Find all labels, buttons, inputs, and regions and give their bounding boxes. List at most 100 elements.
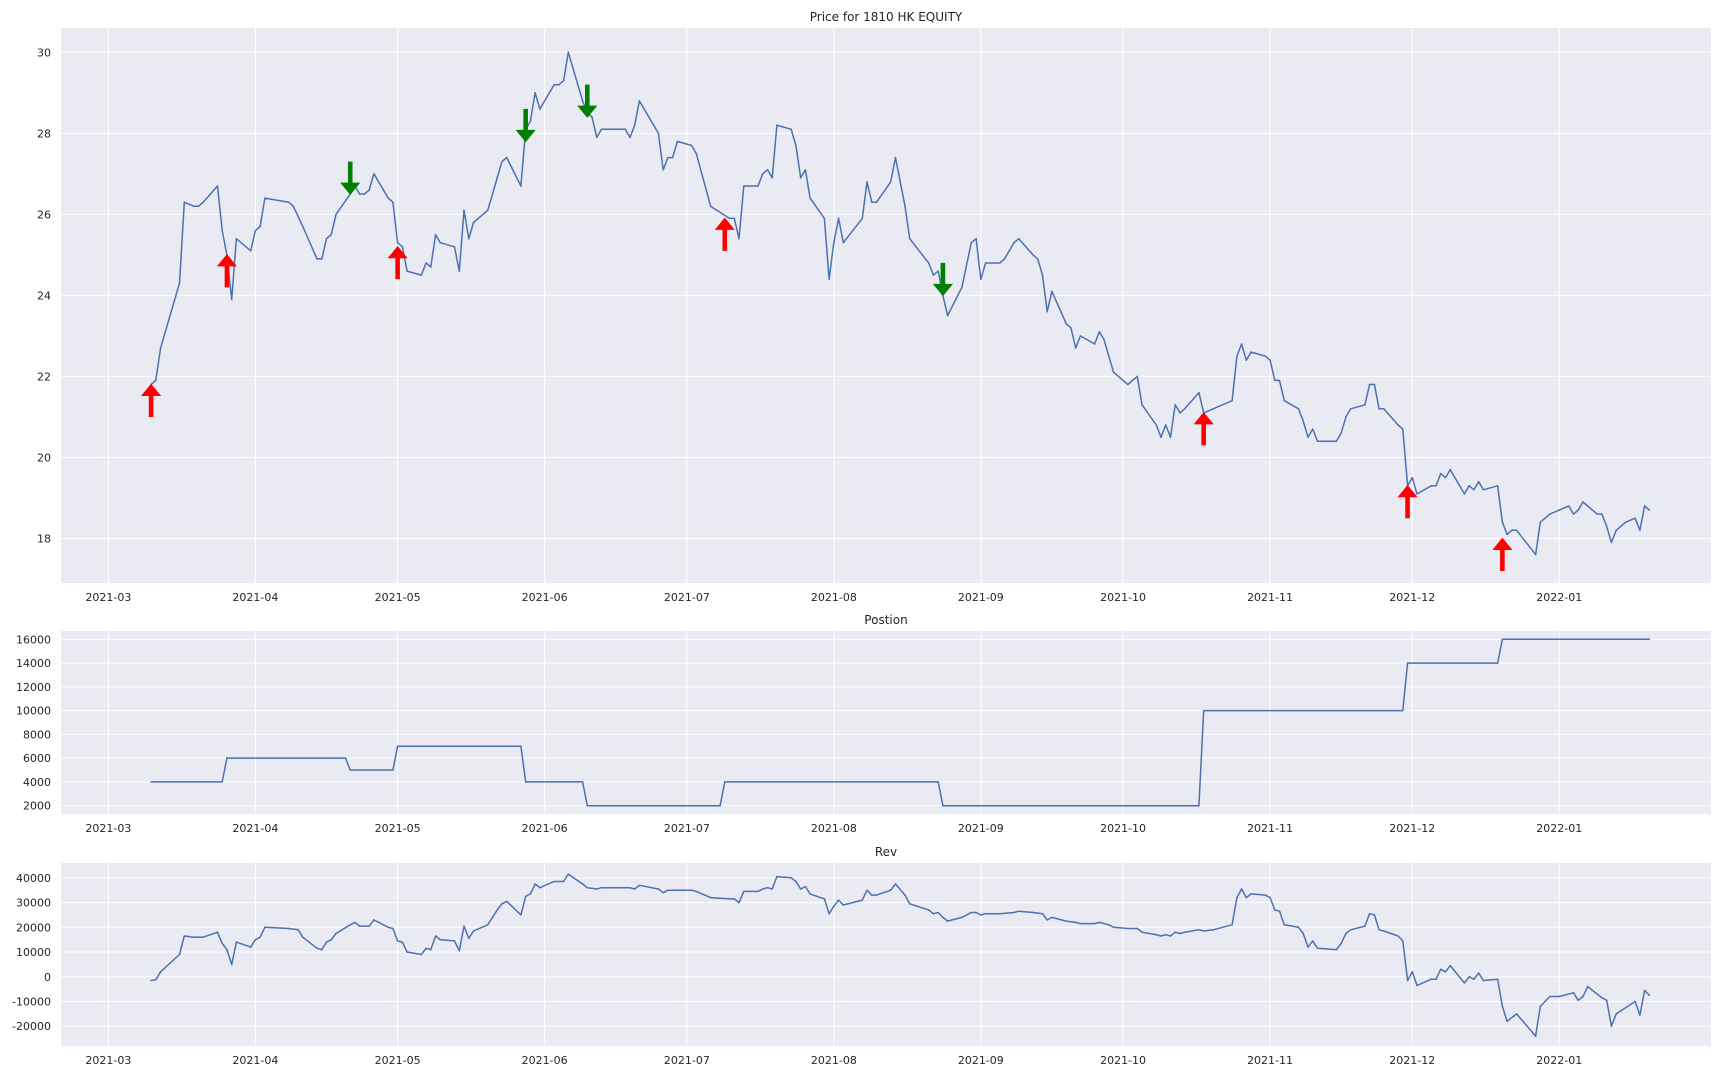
position-data-point bbox=[524, 781, 527, 783]
price-data-point bbox=[894, 156, 897, 159]
rev-data-point bbox=[586, 886, 589, 889]
price-data-point bbox=[980, 278, 982, 281]
position-data-point bbox=[226, 757, 228, 759]
price-data-point bbox=[1269, 359, 1271, 362]
price-chart-ticks: 2021-03 2021-04 2021-05 2021-06 2021-07 2021-… bbox=[37, 46, 1582, 604]
price-y-tick-label: 30 bbox=[37, 46, 51, 59]
rev-x-tick-label: 2021-06 bbox=[522, 1054, 568, 1067]
price-data-point bbox=[828, 278, 830, 281]
position-data-point bbox=[392, 769, 394, 771]
rev-data-point bbox=[1065, 920, 1067, 922]
rev-data-point bbox=[453, 940, 456, 942]
rev-data-point bbox=[259, 936, 261, 938]
rev-data-point bbox=[1297, 926, 1300, 929]
rev-x-tick-label: 2021-05 bbox=[375, 1054, 421, 1067]
rev-data-point bbox=[828, 912, 830, 915]
rev-data-point bbox=[1601, 997, 1603, 999]
rev-data-point bbox=[581, 883, 584, 885]
price-data-point bbox=[439, 241, 442, 244]
sell-arrow-down-icon bbox=[515, 108, 536, 143]
rev-data-point bbox=[1496, 978, 1499, 980]
price-data-point bbox=[581, 100, 584, 102]
rev-data-point bbox=[183, 935, 186, 937]
price-data-point bbox=[1070, 327, 1072, 329]
price-data-point bbox=[1349, 408, 1352, 410]
price-data-point bbox=[1468, 485, 1470, 487]
price-data-point bbox=[1577, 509, 1579, 511]
position-x-tick-label: 2021-04 bbox=[232, 822, 278, 835]
rev-data-point bbox=[1141, 931, 1143, 933]
price-data-point bbox=[368, 189, 371, 191]
price-data-point bbox=[287, 201, 290, 203]
position-data-point bbox=[586, 804, 589, 807]
price-x-tick-label: 2021-07 bbox=[664, 591, 710, 604]
price-data-point bbox=[999, 262, 1001, 264]
position-data-point bbox=[937, 781, 939, 783]
position-y-tick-label: 12000 bbox=[16, 681, 51, 694]
rev-data-point bbox=[302, 936, 304, 938]
rev-data-point bbox=[1572, 992, 1575, 994]
price-data-point bbox=[558, 83, 560, 86]
price-data-point bbox=[1074, 347, 1077, 349]
price-x-tick-label: 2021-06 bbox=[522, 591, 568, 604]
sell-arrow-down-icon bbox=[932, 262, 953, 297]
rev-data-point bbox=[1648, 994, 1651, 997]
rev-data-point bbox=[534, 883, 536, 885]
rev-data-point bbox=[387, 926, 390, 929]
position-x-tick-label: 2021-07 bbox=[664, 822, 710, 835]
rev-data-point bbox=[1041, 912, 1044, 915]
position-data-point bbox=[396, 745, 399, 748]
rev-data-point bbox=[335, 932, 337, 935]
price-data-point bbox=[363, 193, 366, 195]
price-data-point bbox=[1435, 485, 1437, 487]
rev-data-point bbox=[629, 886, 631, 889]
rev-data-point bbox=[425, 947, 427, 950]
rev-data-point bbox=[230, 963, 233, 966]
price-data-point bbox=[1534, 553, 1537, 556]
price-data-point bbox=[1236, 355, 1238, 357]
buy-arrow-up-icon bbox=[141, 383, 162, 417]
position-y-tick-label: 14000 bbox=[16, 657, 51, 670]
price-data-point bbox=[1444, 476, 1447, 479]
price-data-point bbox=[733, 217, 736, 220]
price-data-point bbox=[728, 217, 731, 220]
position-x-tick-label: 2021-12 bbox=[1389, 822, 1435, 835]
buy-arrow-up-icon bbox=[714, 217, 735, 251]
position-data-point bbox=[1202, 709, 1205, 712]
price-data-point bbox=[804, 169, 807, 171]
price-data-point bbox=[1648, 509, 1651, 511]
price-data-point bbox=[1155, 424, 1158, 426]
rev-data-point bbox=[491, 916, 494, 919]
rev-data-point bbox=[984, 912, 987, 915]
rev-data-point bbox=[1549, 995, 1551, 998]
rev-data-point bbox=[529, 893, 532, 895]
price-data-point bbox=[1463, 493, 1466, 495]
price-data-point bbox=[216, 185, 219, 187]
position-x-tick-label: 2021-05 bbox=[375, 822, 421, 835]
price-data-point bbox=[159, 347, 162, 349]
rev-data-point bbox=[1032, 911, 1034, 914]
price-x-tick-label: 2021-11 bbox=[1247, 591, 1293, 604]
price-data-point bbox=[1231, 399, 1233, 402]
rev-data-point bbox=[354, 921, 356, 924]
price-data-point bbox=[667, 156, 669, 159]
position-y-tick-label: 2000 bbox=[23, 800, 51, 813]
rev-data-point bbox=[1397, 935, 1399, 937]
price-data-point bbox=[330, 233, 333, 236]
price-data-point bbox=[1364, 404, 1366, 406]
rev-data-point bbox=[235, 941, 238, 943]
price-data-point bbox=[757, 185, 759, 187]
price-data-point bbox=[937, 270, 939, 272]
rev-data-point bbox=[861, 899, 864, 901]
price-data-point bbox=[430, 266, 432, 268]
price-data-point bbox=[761, 173, 764, 175]
rev-data-point bbox=[842, 904, 845, 906]
rev-data-point bbox=[434, 935, 437, 937]
rev-data-point bbox=[1169, 935, 1172, 937]
rev-data-point bbox=[1079, 922, 1082, 925]
rev-data-point bbox=[1605, 999, 1608, 1002]
price-data-point bbox=[932, 274, 935, 276]
price-data-point bbox=[1549, 513, 1551, 515]
price-data-point bbox=[1003, 258, 1006, 260]
price-data-point bbox=[1032, 254, 1034, 256]
